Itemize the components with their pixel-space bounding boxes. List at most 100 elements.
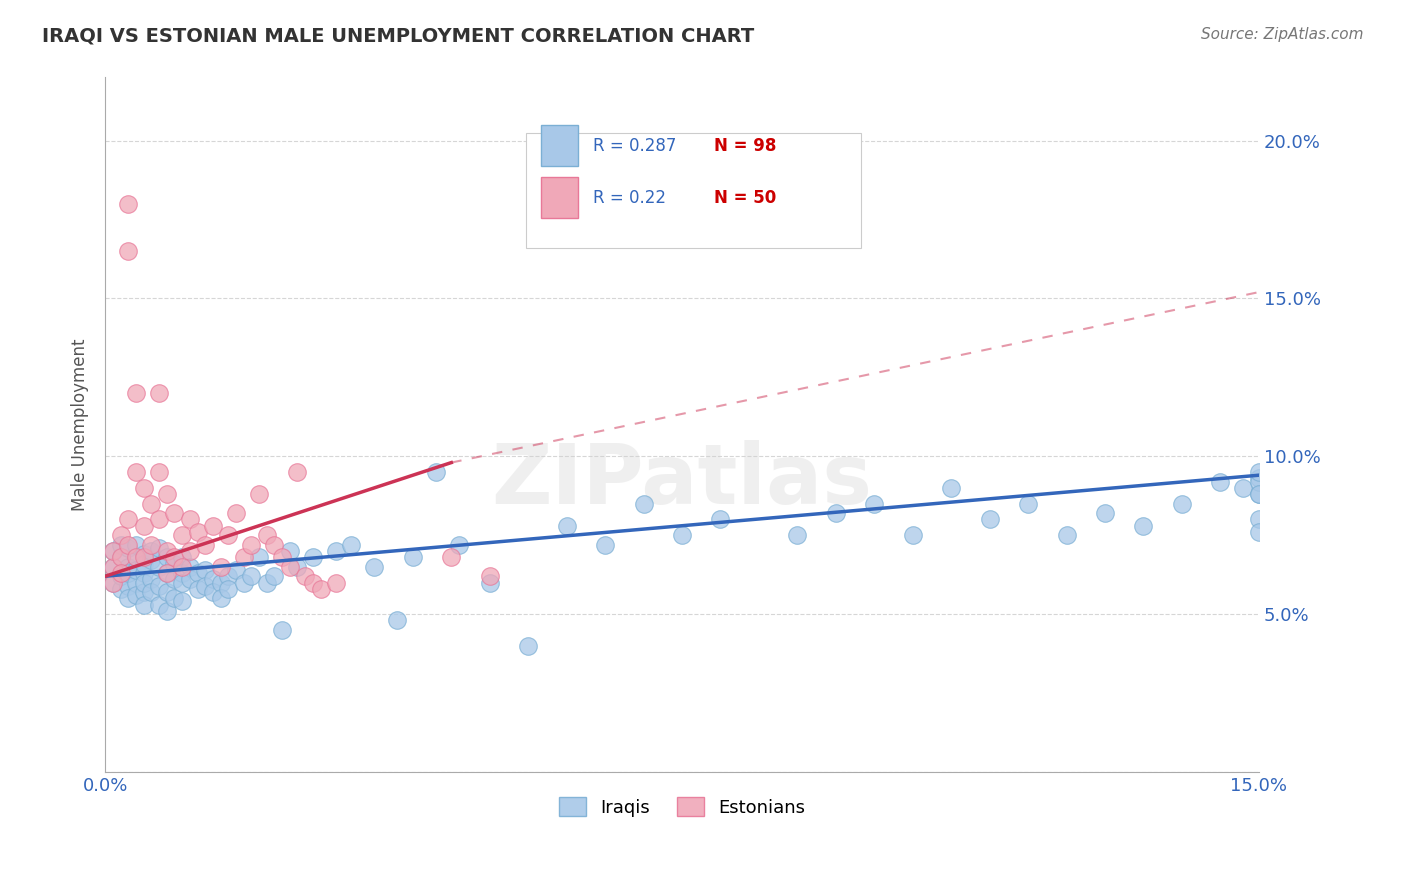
Point xyxy=(172,566,194,580)
Point xyxy=(263,569,285,583)
Point xyxy=(593,538,616,552)
Point xyxy=(555,518,578,533)
Point xyxy=(117,512,139,526)
Point xyxy=(1247,487,1270,501)
Point xyxy=(110,550,132,565)
Point xyxy=(132,575,155,590)
Point xyxy=(194,579,217,593)
Point xyxy=(125,465,148,479)
Point xyxy=(110,550,132,565)
Point xyxy=(163,591,186,606)
Point xyxy=(125,538,148,552)
Point xyxy=(156,487,179,501)
Point xyxy=(132,598,155,612)
Point xyxy=(901,528,924,542)
Point xyxy=(101,575,124,590)
Text: R = 0.22: R = 0.22 xyxy=(593,188,666,207)
Point xyxy=(225,506,247,520)
Point xyxy=(1171,497,1194,511)
Point xyxy=(156,566,179,580)
Point xyxy=(1017,497,1039,511)
Point xyxy=(186,582,208,596)
Point xyxy=(287,465,309,479)
Point xyxy=(247,550,270,565)
Point xyxy=(425,465,447,479)
Point xyxy=(132,566,155,580)
Point xyxy=(163,557,186,571)
Point xyxy=(125,563,148,577)
Point xyxy=(141,585,163,599)
Point xyxy=(117,538,139,552)
Point xyxy=(125,588,148,602)
Point xyxy=(117,541,139,555)
Point xyxy=(194,563,217,577)
Point xyxy=(141,553,163,567)
Point xyxy=(110,566,132,580)
Point xyxy=(132,557,155,571)
Point xyxy=(156,566,179,580)
Point xyxy=(110,569,132,583)
Point xyxy=(163,573,186,587)
Point xyxy=(709,512,731,526)
Point xyxy=(294,569,316,583)
Point xyxy=(271,623,294,637)
Point xyxy=(1247,471,1270,485)
FancyBboxPatch shape xyxy=(541,177,578,218)
Point xyxy=(824,506,846,520)
Point xyxy=(101,544,124,558)
Point xyxy=(148,465,170,479)
Text: IRAQI VS ESTONIAN MALE UNEMPLOYMENT CORRELATION CHART: IRAQI VS ESTONIAN MALE UNEMPLOYMENT CORR… xyxy=(42,27,755,45)
Point xyxy=(148,559,170,574)
Point xyxy=(1247,487,1270,501)
Text: N = 50: N = 50 xyxy=(714,188,776,207)
Point xyxy=(125,550,148,565)
Point xyxy=(240,538,263,552)
Point xyxy=(117,559,139,574)
Point xyxy=(478,575,501,590)
Point xyxy=(863,497,886,511)
Point xyxy=(172,559,194,574)
Point xyxy=(309,582,332,596)
Point xyxy=(163,550,186,565)
Point xyxy=(141,538,163,552)
Point xyxy=(132,481,155,495)
Point xyxy=(156,604,179,618)
Point xyxy=(225,563,247,577)
Point xyxy=(179,544,201,558)
Point xyxy=(125,550,148,565)
Point xyxy=(402,550,425,565)
Point xyxy=(325,544,347,558)
Point xyxy=(1056,528,1078,542)
Point xyxy=(217,569,239,583)
Point xyxy=(179,573,201,587)
Point xyxy=(194,538,217,552)
Point xyxy=(117,196,139,211)
Point xyxy=(148,512,170,526)
Legend: Iraqis, Estonians: Iraqis, Estonians xyxy=(551,790,813,824)
Point xyxy=(209,575,232,590)
Point xyxy=(101,544,124,558)
Point xyxy=(517,639,540,653)
Y-axis label: Male Unemployment: Male Unemployment xyxy=(72,338,89,511)
Point xyxy=(110,528,132,542)
Point xyxy=(148,541,170,555)
Point xyxy=(302,575,325,590)
Point xyxy=(101,559,124,574)
Text: ZIPatlas: ZIPatlas xyxy=(492,440,873,521)
FancyBboxPatch shape xyxy=(526,133,860,248)
Point xyxy=(979,512,1001,526)
Point xyxy=(132,518,155,533)
Point xyxy=(217,582,239,596)
Point xyxy=(340,538,363,552)
Point xyxy=(240,569,263,583)
Point xyxy=(209,591,232,606)
Point xyxy=(1247,524,1270,539)
Point xyxy=(256,528,278,542)
Text: R = 0.287: R = 0.287 xyxy=(593,136,676,154)
Point xyxy=(256,575,278,590)
Point xyxy=(117,566,139,580)
Point xyxy=(148,598,170,612)
Point xyxy=(786,528,808,542)
Point xyxy=(1132,518,1154,533)
Point xyxy=(671,528,693,542)
